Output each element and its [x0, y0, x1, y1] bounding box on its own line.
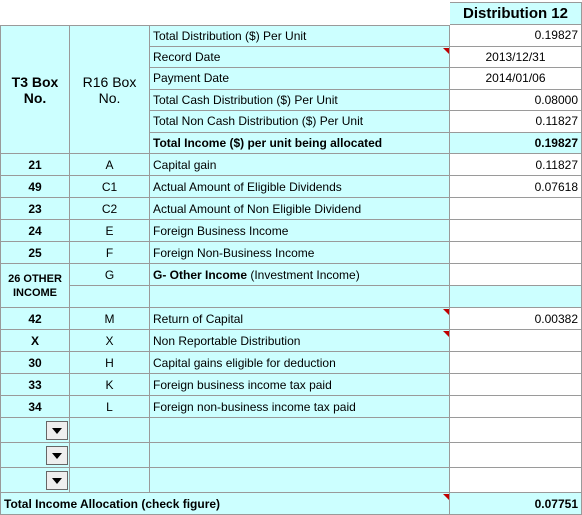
comment-marker [443, 309, 449, 315]
r16-box: H [70, 352, 150, 374]
row-value: 0.11827 [450, 154, 582, 176]
row-label: Return of Capital [150, 308, 450, 330]
row-label: Foreign Non-Business Income [150, 242, 450, 264]
summary-label: Total Cash Distribution ($) Per Unit [150, 89, 450, 111]
blank-cell [450, 443, 582, 468]
blank-cell [450, 468, 582, 493]
dropdown-button[interactable] [46, 446, 68, 465]
blank-cell [70, 286, 150, 308]
t3-box: 30 [0, 352, 70, 374]
r16-box: M [70, 308, 150, 330]
t3-box: 24 [0, 220, 70, 242]
row-value: 0.00382 [450, 308, 582, 330]
summary-value: 0.11827 [450, 111, 582, 133]
summary-label: Total Distribution ($) Per Unit [150, 25, 450, 47]
blank-cell [70, 418, 150, 443]
row-value [450, 352, 582, 374]
summary-value: 0.19827 [450, 25, 582, 47]
t3-box: 34 [0, 396, 70, 418]
row-label: Capital gains eligible for deduction [150, 352, 450, 374]
row-label: Capital gain [150, 154, 450, 176]
row-label: G- Other Income (Investment Income) [150, 264, 450, 286]
r16-box: L [70, 396, 150, 418]
dropdown-button[interactable] [46, 471, 68, 490]
blank-cell [150, 286, 450, 308]
blank-cell [70, 443, 150, 468]
total-label: Total Income Allocation (check figure) [0, 493, 450, 515]
comment-marker [443, 494, 449, 500]
dropdown-button[interactable] [46, 421, 68, 440]
summary-label: Record Date [150, 46, 450, 68]
row-label: Actual Amount of Non Eligible Dividend [150, 198, 450, 220]
row-label: Non Reportable Distribution [150, 330, 450, 352]
row-value: 0.07618 [450, 176, 582, 198]
row-label-note: (Investment Income) [247, 267, 360, 282]
r16-box: X [70, 330, 150, 352]
row-label: Actual Amount of Eligible Dividends [150, 176, 450, 198]
t3-header: T3 Box No. [0, 25, 70, 154]
row-label: Foreign Business Income [150, 220, 450, 242]
r16-box: K [70, 374, 150, 396]
blank-cell [150, 418, 450, 443]
t3-box: 49 [0, 176, 70, 198]
comment-marker [443, 331, 449, 337]
blank-cell [150, 443, 450, 468]
t3-box: X [0, 330, 70, 352]
total-value: 0.07751 [450, 493, 582, 515]
r16-box: E [70, 220, 150, 242]
summary-value: 0.08000 [450, 89, 582, 111]
blank-cell [70, 468, 150, 493]
blank-cell [450, 286, 582, 308]
t3-box: 23 [0, 198, 70, 220]
r16-box: G [70, 264, 150, 286]
t3-box: 26 OTHER INCOME [0, 264, 70, 308]
r16-box: A [70, 154, 150, 176]
t3-box: 21 [0, 154, 70, 176]
r16-header: R16 Box No. [70, 25, 150, 154]
row-label: Foreign business income tax paid [150, 374, 450, 396]
summary-label: Total Income ($) per unit being allocate… [150, 132, 450, 154]
r16-box: C2 [70, 198, 150, 220]
comment-marker [443, 47, 449, 54]
row-value [450, 330, 582, 352]
row-label: G- Other Income [153, 267, 248, 282]
t3-box: 25 [0, 242, 70, 264]
r16-box: C1 [70, 176, 150, 198]
summary-value: 2014/01/06 [450, 68, 582, 90]
t3-box: 42 [0, 308, 70, 330]
row-value [450, 198, 582, 220]
row-value [450, 264, 582, 286]
row-value [450, 396, 582, 418]
summary-label: Payment Date [150, 68, 450, 90]
row-value [450, 220, 582, 242]
r16-box: F [70, 242, 150, 264]
column-title: Distribution 12 [450, 2, 582, 25]
row-label: Foreign non-business income tax paid [150, 396, 450, 418]
row-value [450, 374, 582, 396]
summary-value: 0.19827 [450, 132, 582, 154]
t3-box: 33 [0, 374, 70, 396]
blank-cell [450, 418, 582, 443]
row-value [450, 242, 582, 264]
summary-label: Total Non Cash Distribution ($) Per Unit [150, 111, 450, 133]
summary-value: 2013/12/31 [450, 46, 582, 68]
blank-cell [150, 468, 450, 493]
